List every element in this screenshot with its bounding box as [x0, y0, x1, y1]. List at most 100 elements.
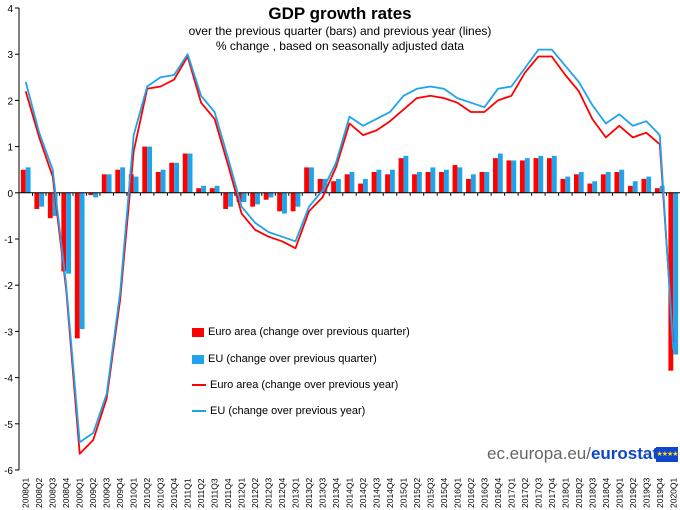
bar — [101, 174, 107, 193]
series-line — [24, 55, 675, 455]
x-tick-label: 2009Q1 — [75, 477, 85, 508]
x-tick-label: 2019Q2 — [628, 477, 638, 508]
legend-label: Euro area (change over previous year) — [210, 379, 399, 391]
bar — [182, 153, 188, 193]
bar — [560, 178, 566, 193]
y-tick-label: 4 — [7, 4, 13, 15]
bar — [497, 153, 503, 193]
y-tick-label: -6 — [4, 466, 13, 477]
x-tick-label: 2014Q2 — [358, 477, 368, 508]
x-tick-label: 2011Q4 — [223, 478, 233, 508]
bar — [214, 185, 220, 193]
bar — [627, 185, 633, 193]
bar — [79, 192, 85, 330]
y-tick-label: 1 — [7, 143, 13, 154]
bar — [511, 160, 517, 193]
bar — [524, 158, 530, 193]
bar — [443, 169, 449, 193]
legend-eu-year: EU (change over previous year) — [192, 405, 365, 417]
legend-swatch-line-red — [192, 384, 206, 386]
x-tick-label: 2014Q3 — [371, 477, 381, 508]
bar — [331, 181, 337, 193]
x-tick-label: 2012Q3 — [264, 477, 274, 508]
bar — [209, 188, 215, 193]
bar — [398, 158, 404, 193]
bar — [155, 172, 161, 193]
bar — [362, 178, 368, 193]
bar — [466, 178, 471, 193]
x-tick-label: 2012Q1 — [237, 477, 247, 508]
y-tick-label: -2 — [4, 281, 13, 292]
legend-label: EU (change over previous year) — [210, 405, 366, 417]
bar — [403, 155, 409, 193]
bar — [425, 172, 431, 193]
bar — [196, 188, 202, 193]
x-tick-label: 2017Q1 — [506, 477, 516, 508]
bar — [551, 155, 557, 193]
bar — [133, 176, 139, 193]
bar — [654, 188, 660, 193]
y-tick-label: -5 — [4, 420, 13, 431]
bar — [673, 192, 679, 355]
bar — [317, 178, 323, 193]
eu-flag-icon: ★★★★ — [656, 447, 679, 462]
bar — [646, 176, 652, 193]
x-tick-label: 2009Q4 — [115, 477, 125, 508]
bar — [668, 192, 674, 371]
x-tick-label: 2008Q3 — [48, 477, 58, 508]
bar — [47, 192, 53, 219]
bar — [61, 192, 67, 272]
y-tick-label: -1 — [4, 235, 13, 246]
bar — [282, 192, 287, 214]
bar — [20, 169, 26, 193]
x-tick-label: 2017Q4 — [547, 477, 557, 508]
bar — [169, 162, 175, 193]
bar — [416, 172, 422, 193]
x-tick-label: 2013Q1 — [291, 477, 301, 508]
x-tick-label: 2013Q3 — [318, 477, 328, 508]
bar — [187, 153, 193, 193]
series-line — [24, 48, 675, 444]
bar — [344, 174, 350, 193]
y-tick-label: 2 — [7, 96, 13, 107]
bar — [223, 192, 229, 209]
bar — [34, 192, 40, 209]
bar — [228, 192, 233, 207]
legend-euro-area-year: Euro area (change over previous year) — [192, 379, 398, 391]
legend-swatch-bar-blue — [192, 354, 204, 364]
bar — [430, 167, 436, 193]
x-tick-label: 2015Q1 — [398, 477, 408, 508]
x-tick-label: 2008Q4 — [61, 477, 71, 508]
bar — [250, 192, 256, 207]
x-tick-label: 2018Q3 — [587, 477, 597, 508]
x-tick-label: 2011Q1 — [183, 478, 193, 508]
bar — [578, 172, 584, 193]
x-tick-label: 2016Q4 — [493, 477, 503, 508]
x-tick-label: 2017Q2 — [520, 477, 530, 508]
bar — [587, 183, 593, 193]
bar — [506, 160, 512, 193]
x-tick-label: 2018Q4 — [601, 477, 611, 508]
bar — [147, 146, 153, 193]
bar — [533, 158, 539, 193]
y-tick-label: 3 — [7, 50, 13, 61]
bar — [457, 167, 463, 193]
x-tick-label: 2019Q1 — [614, 477, 624, 508]
bar — [160, 169, 166, 193]
x-tick-label: 2010Q2 — [142, 477, 152, 508]
x-tick-label: 2019Q3 — [641, 477, 651, 508]
legend-label: Euro area (change over previous quarter) — [208, 326, 410, 338]
x-tick-label: 2010Q4 — [169, 477, 179, 508]
chart-subtitle-2: % change , based on seasonally adjusted … — [215, 39, 465, 53]
legend-euro-area-quarter: Euro area (change over previous quarter) — [192, 326, 410, 338]
x-tick-label: 2015Q4 — [439, 477, 449, 508]
x-tick-label: 2018Q1 — [560, 477, 570, 508]
legend-swatch-line-blue — [192, 410, 206, 412]
bar — [371, 172, 377, 193]
bar — [484, 172, 490, 193]
x-tick-label: 2016Q2 — [466, 477, 476, 508]
legend-swatch-bar-red — [192, 327, 204, 337]
x-tick-label: 2009Q3 — [102, 477, 112, 508]
bar — [641, 178, 647, 193]
